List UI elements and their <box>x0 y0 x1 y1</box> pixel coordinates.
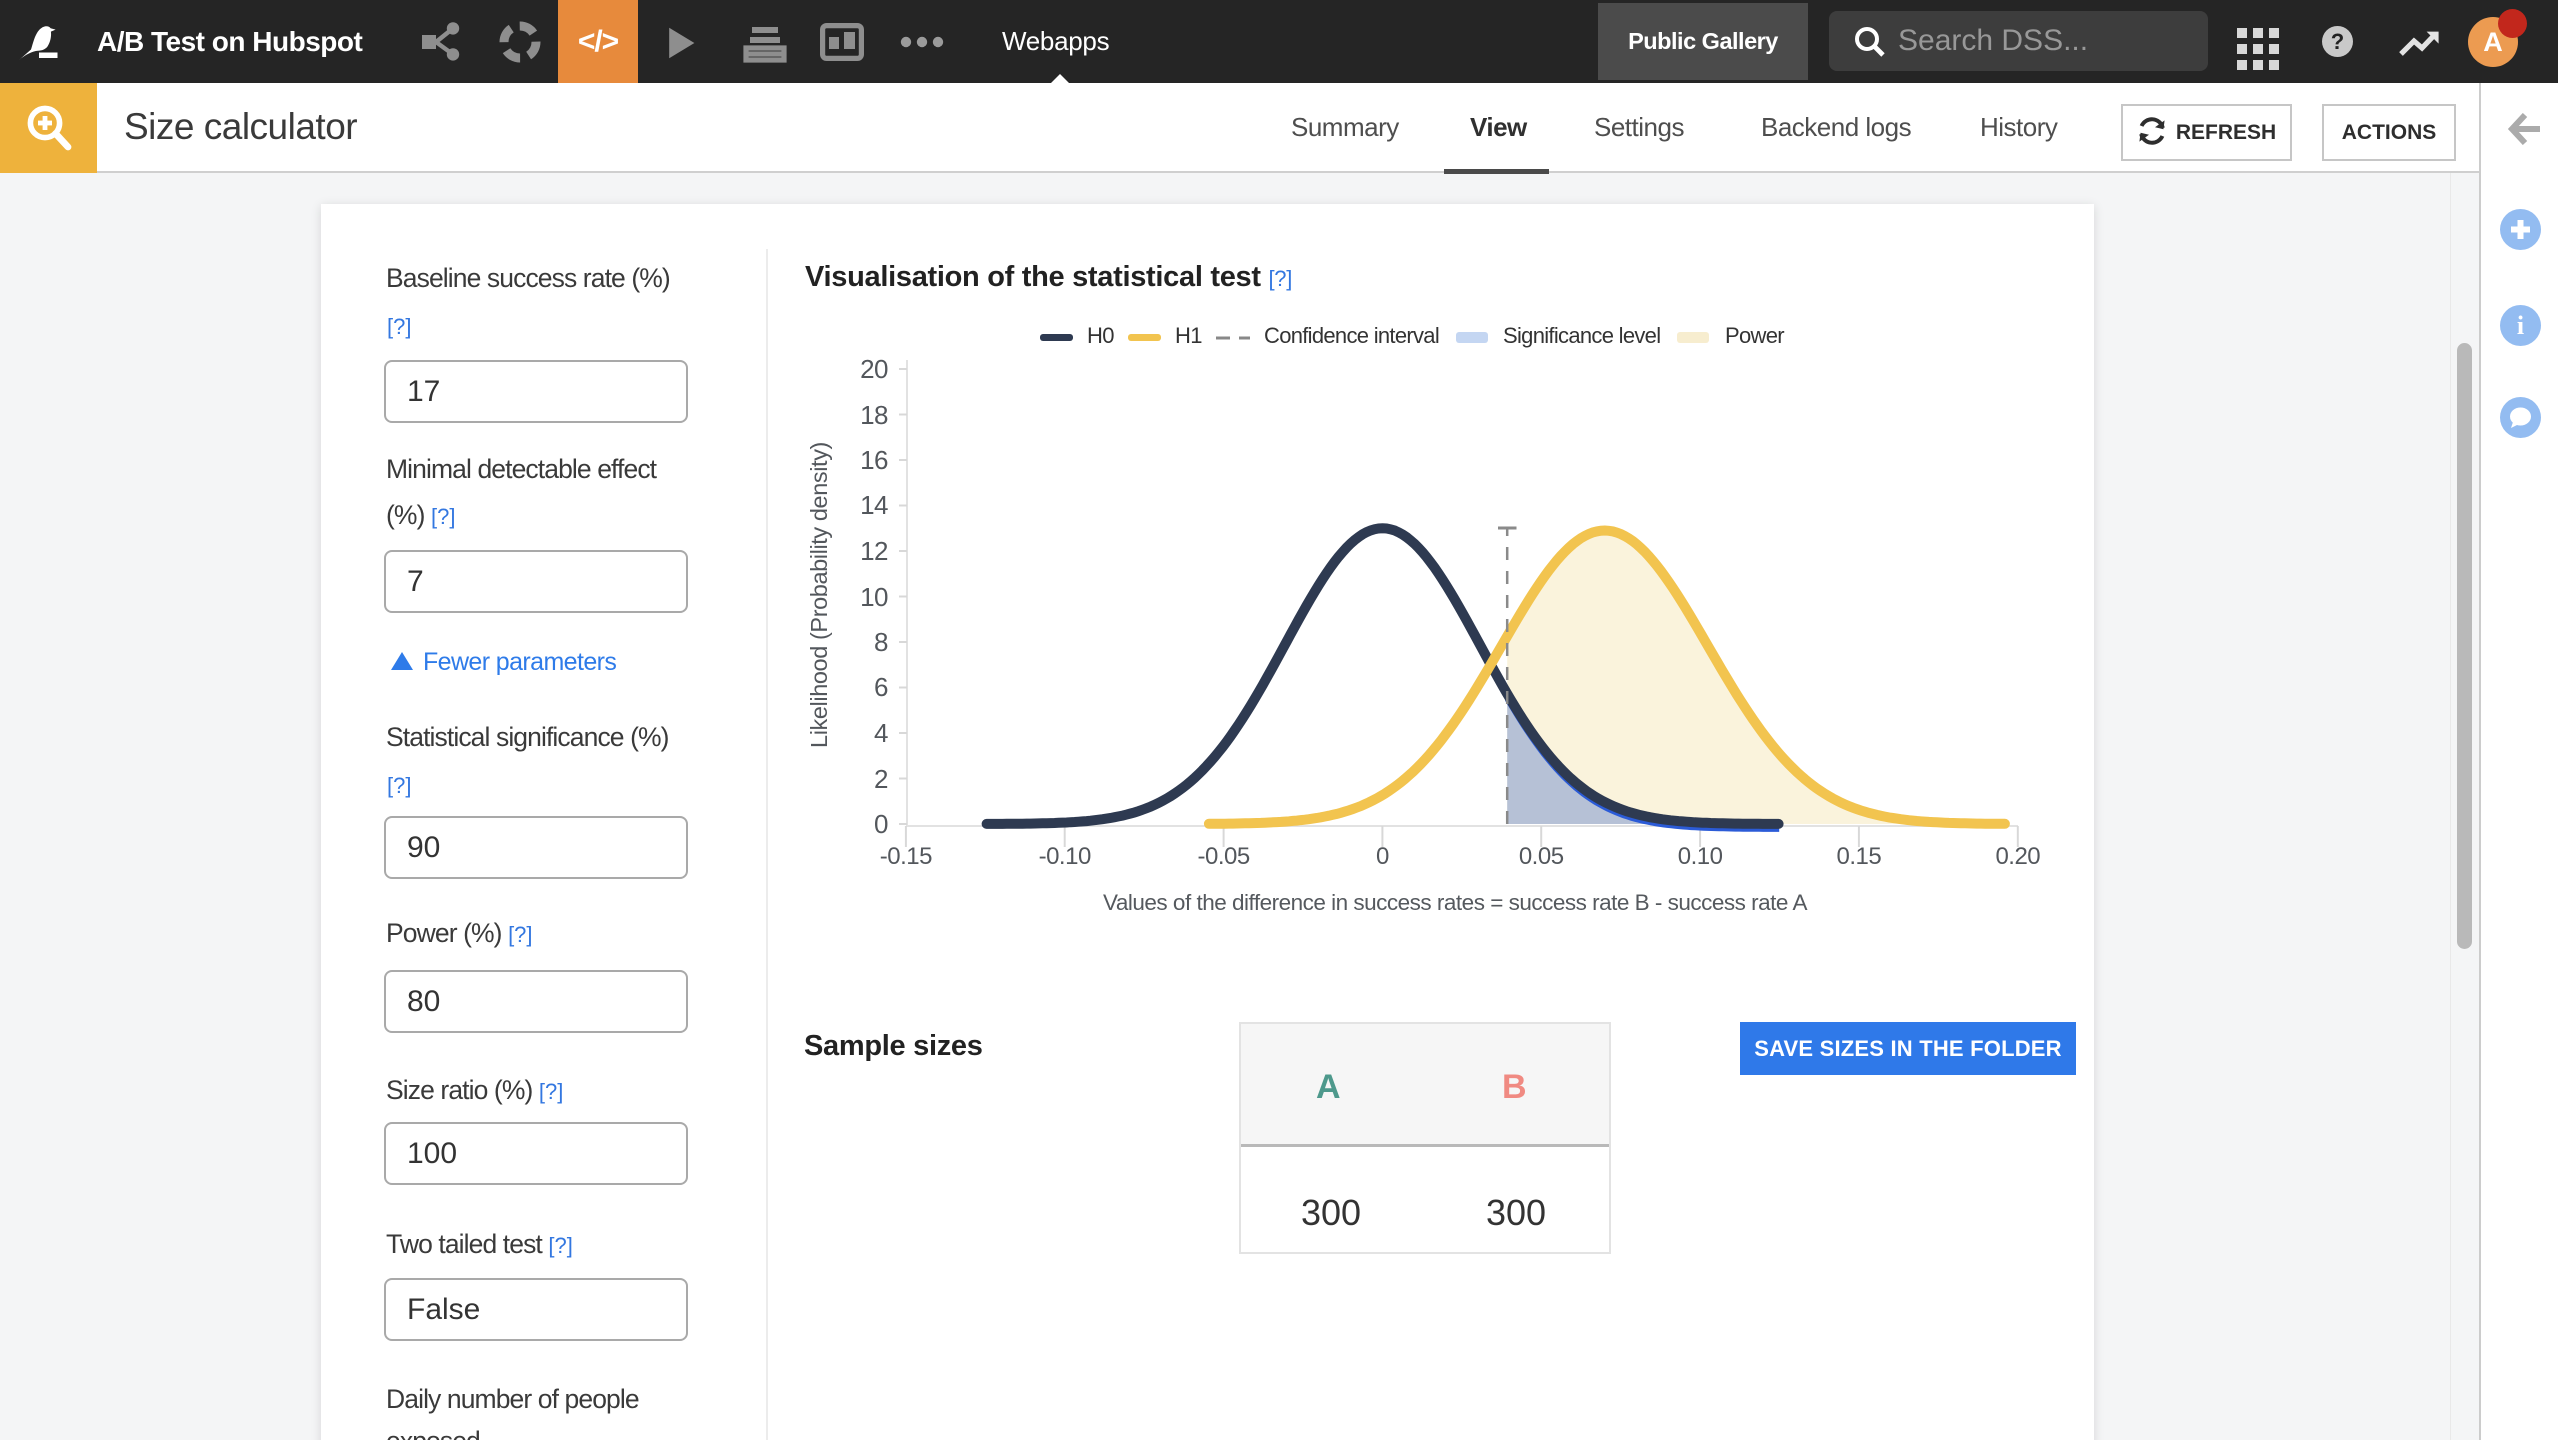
svg-text:4: 4 <box>874 718 888 748</box>
svg-text:2: 2 <box>874 764 888 794</box>
svg-text:8: 8 <box>874 627 888 657</box>
svg-text:12: 12 <box>860 536 888 566</box>
svg-text:14: 14 <box>860 490 888 520</box>
svg-text:10: 10 <box>860 582 888 612</box>
svg-text:16: 16 <box>860 445 888 475</box>
svg-text:0: 0 <box>874 809 888 839</box>
svg-text:6: 6 <box>874 672 888 702</box>
svg-text:-0.05: -0.05 <box>1197 843 1249 870</box>
svg-text:-0.10: -0.10 <box>1039 843 1091 870</box>
svg-text:20: 20 <box>860 354 888 384</box>
svg-text:-0.15: -0.15 <box>880 843 932 870</box>
svg-text:Likelihood (Probability densit: Likelihood (Probability density) <box>806 442 832 748</box>
svg-text:0: 0 <box>1376 843 1389 870</box>
svg-text:?: ? <box>2331 29 2344 54</box>
svg-text:0.15: 0.15 <box>1837 843 1882 870</box>
svg-text:18: 18 <box>860 400 888 430</box>
svg-text:0.10: 0.10 <box>1678 843 1723 870</box>
svg-text:Values of the difference in su: Values of the difference in success rate… <box>1103 890 1807 915</box>
svg-text:0.05: 0.05 <box>1519 843 1564 870</box>
svg-text:0.20: 0.20 <box>1995 843 2040 870</box>
